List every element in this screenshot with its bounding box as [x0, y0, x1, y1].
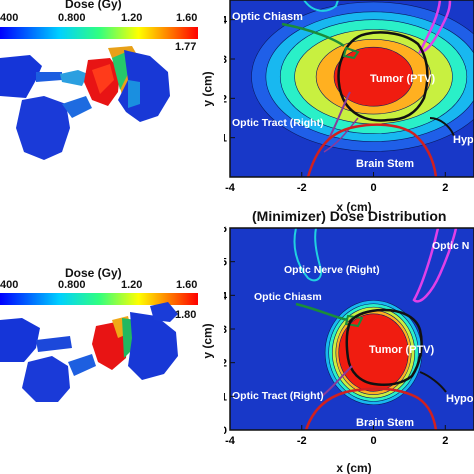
y-tick-label: 4	[224, 290, 228, 302]
optic-tract-outline	[321, 365, 353, 397]
colorbar-tick: 400	[0, 12, 19, 24]
axes: -4 -2 0 2 0 1 2 3 4 5 6	[224, 226, 474, 447]
label-optic-nerve: Optic Nerve (Right)	[284, 264, 380, 276]
x-tick-label: 0	[370, 182, 376, 194]
label-optic-chiasm: Optic Chiasm	[254, 291, 322, 303]
x-axis-label: x (cm)	[336, 200, 371, 214]
top-left-panel: Dose (Gy) 400 0.800 1.20 1.60	[0, 0, 215, 200]
x-tick-label: 2	[442, 435, 448, 447]
label-optic-tract: Optic Tract (Right)	[232, 117, 324, 129]
optic-tract-outline	[323, 117, 359, 153]
dose-volumes	[0, 302, 178, 402]
optic-nerve-outline	[293, 228, 322, 282]
colorbar	[0, 27, 198, 39]
y-axis-label: y (cm)	[200, 71, 215, 107]
top-dose-plot: Optic Chiasm Tumor (PTV) Optic Tract (Ri…	[224, 0, 474, 214]
x-tick-label: -4	[225, 182, 236, 194]
colorbar-max-label: 1.80	[175, 309, 197, 321]
label-optic-tract: Optic Tract (Right)	[232, 390, 324, 402]
x-tick-label: -2	[297, 435, 307, 447]
plot-frame	[229, 0, 474, 178]
colorbar-max-label: 1.77	[175, 41, 197, 53]
isodose-level	[333, 46, 414, 107]
dose-render-3d	[0, 293, 198, 402]
colorbar-tick: 1.60	[176, 12, 198, 24]
x-tick-label: 2	[442, 182, 448, 194]
optic-chiasm-pointer	[281, 22, 345, 48]
y-axis-label: y (cm)	[200, 323, 215, 359]
y-tick-label: 6	[224, 226, 227, 235]
label-optic-chiasm: Optic Chiasm	[232, 11, 303, 23]
axes: -4 -2 0 2 1 2 3 4	[224, 0, 474, 194]
label-hypo: Hypo	[446, 393, 474, 405]
y-tick-label: 1	[224, 133, 227, 145]
optic-chiasm-outline	[344, 314, 364, 328]
colorbar-tick: 1.20	[121, 279, 143, 291]
x-axis-label: x (cm)	[336, 461, 371, 474]
y-tick-label: 1	[224, 391, 227, 403]
bottom-left-panel: Dose (Gy) 400 0.800 1.20 1.60	[0, 262, 215, 422]
label-tumor: Tumor (PTV)	[370, 73, 436, 85]
y-tick-label: 3	[224, 324, 227, 336]
bottom-dose-plot: Optic Nerve (Right) Optic N Optic Chiasm…	[224, 226, 474, 474]
hypo-pointer	[429, 117, 455, 137]
label-optic-nerve: Optic N	[432, 240, 469, 252]
colorbar-tick: 0.800	[58, 12, 86, 24]
colorbar-tick: 1.20	[121, 12, 143, 24]
dose-render-3d	[0, 27, 198, 160]
x-tick-label: -4	[225, 435, 236, 447]
y-tick-label: 4	[224, 15, 228, 27]
tumor-outline	[337, 31, 429, 122]
y-tick-label: 5	[224, 257, 227, 269]
label-hypo: Hypo	[453, 134, 474, 146]
colorbar-tick: 0.800	[58, 279, 86, 291]
tumor-outline	[345, 308, 423, 386]
dose-volumes	[0, 46, 170, 160]
colorbar-title: Dose (Gy)	[65, 266, 122, 280]
optic-chiasm-outline	[342, 46, 360, 60]
colorbar	[0, 293, 198, 305]
optic-nerve-outline	[412, 228, 458, 303]
brain-stem-outline	[306, 123, 438, 177]
y-tick-label: 2	[224, 93, 227, 105]
plot-title: (Minimizer) Dose Distribution	[252, 208, 447, 224]
optic-tract-outline	[327, 91, 351, 141]
y-tick-label: 3	[224, 54, 227, 66]
optic-nerve-outline	[303, 0, 339, 12]
label-brain-stem: Brain Stem	[356, 417, 414, 429]
label-brain-stem: Brain Stem	[356, 158, 414, 170]
y-tick-label: 0	[224, 425, 227, 437]
y-tick-label: 2	[224, 358, 227, 370]
optic-chiasm-pointer	[295, 302, 349, 322]
isodose-level	[338, 313, 409, 392]
brain-stem-outline	[304, 387, 438, 430]
hypo-pointer	[419, 371, 447, 393]
x-tick-label: -2	[297, 182, 307, 194]
x-tick-label: 0	[370, 435, 376, 447]
colorbar-title: Dose (Gy)	[65, 0, 122, 11]
optic-nerve-outline	[418, 0, 452, 54]
label-tumor: Tumor (PTV)	[369, 344, 435, 356]
colorbar-tick: 1.60	[176, 279, 198, 291]
colorbar-tick: 400	[0, 279, 19, 291]
